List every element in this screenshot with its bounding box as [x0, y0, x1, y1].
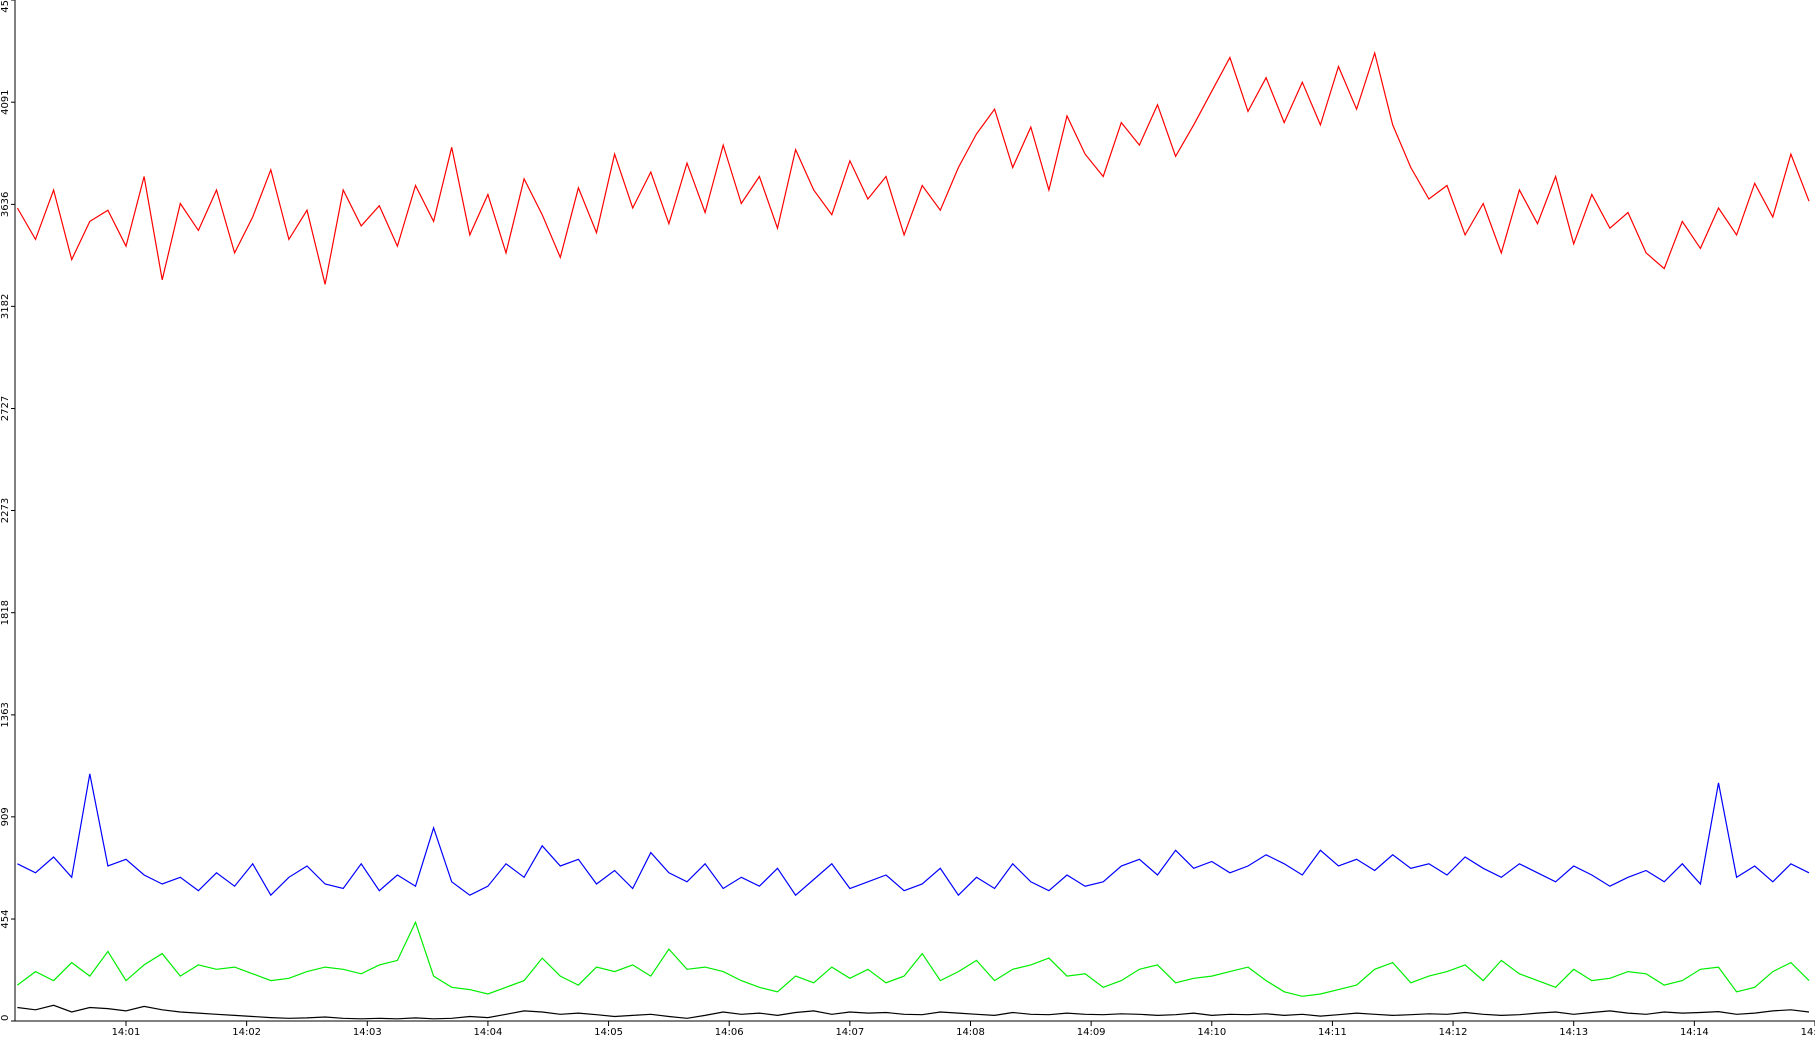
x-tick-label: 14:10	[1197, 1027, 1226, 1038]
y-tick-label: 2273	[0, 498, 11, 523]
y-tick-label: 4091	[0, 89, 11, 114]
y-tick-label: 3182	[0, 294, 11, 319]
x-tick-label: 14:11	[1318, 1027, 1347, 1038]
x-tick-label: 14:13	[1559, 1027, 1588, 1038]
x-tick-label: 14:07	[835, 1027, 864, 1038]
x-tick-label: 14:04	[474, 1027, 503, 1038]
y-tick-label: 2727	[0, 396, 11, 421]
series-line	[17, 773, 1810, 897]
x-tick-label: 14:06	[715, 1027, 744, 1038]
y-tick-label: 4546	[0, 0, 11, 13]
x-tick-label: 14:08	[956, 1027, 985, 1038]
y-tick-label: 3636	[0, 192, 11, 217]
series-line	[17, 1004, 1810, 1020]
x-tick-label: 14:01	[112, 1027, 141, 1038]
x-tick-label: 14:09	[1077, 1027, 1106, 1038]
y-tick-label: 454	[0, 909, 11, 928]
y-tick-label: 1818	[0, 600, 11, 625]
x-tick-label: 14:14	[1680, 1027, 1709, 1038]
x-tick-label: 14:03	[353, 1027, 382, 1038]
y-tick-label: 0	[0, 1015, 11, 1021]
y-tick-label: 909	[0, 807, 11, 826]
series-line	[16, 50, 1810, 285]
x-tick-label: 14:12	[1439, 1027, 1468, 1038]
series-line	[17, 920, 1810, 997]
x-tick-label: 14:05	[594, 1027, 623, 1038]
x-tick-label: 14:15	[1801, 1027, 1815, 1038]
x-tick-label: 14:02	[232, 1027, 261, 1038]
y-tick-label: 1363	[0, 702, 11, 727]
